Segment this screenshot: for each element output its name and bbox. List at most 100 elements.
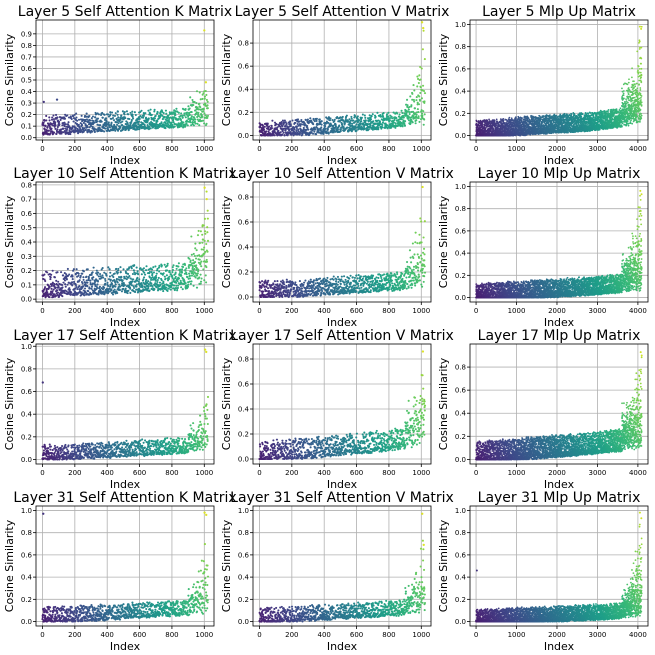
- data-point: [346, 126, 349, 129]
- data-point: [181, 116, 184, 119]
- data-point: [42, 133, 45, 136]
- data-point: [279, 131, 282, 134]
- data-point: [295, 125, 299, 128]
- data-point: [270, 127, 273, 130]
- data-point: [54, 127, 57, 130]
- data-point: [103, 113, 106, 116]
- data-point: [164, 127, 167, 130]
- data-point: [416, 75, 419, 78]
- data-point: [310, 131, 313, 134]
- data-point: [417, 103, 421, 106]
- data-point: [202, 108, 205, 111]
- data-point: [194, 122, 197, 125]
- data-point: [203, 95, 206, 98]
- subplot-1: 0 200 400 600 800 10000.00.10.20.30.40.50.60.…: [3, 4, 232, 167]
- data-point: [61, 131, 64, 134]
- data-point: [329, 117, 332, 120]
- data-point: [306, 118, 309, 121]
- data-point: [195, 90, 199, 93]
- data-point: [93, 130, 96, 134]
- data-point: [88, 114, 91, 118]
- data-point: [80, 124, 84, 127]
- data-point: [45, 119, 48, 122]
- data-point: [132, 117, 135, 120]
- data-point: [106, 126, 109, 129]
- data-point: [50, 127, 53, 130]
- x-tick-label: 800: [382, 145, 395, 153]
- data-point: [70, 117, 73, 121]
- data-point: [177, 111, 180, 114]
- y-tick-label: 0.3: [21, 100, 32, 108]
- y-tick-label: 0.2: [21, 111, 32, 119]
- data-point: [58, 123, 61, 126]
- data-point: [163, 115, 166, 118]
- data-point: [313, 120, 316, 123]
- data-point: [196, 122, 199, 125]
- data-point: [342, 126, 345, 129]
- data-point: [495, 118, 498, 121]
- data-point: [190, 115, 193, 118]
- data-point: [205, 93, 208, 97]
- data-point: [174, 112, 177, 115]
- data-point: [112, 114, 115, 117]
- data-point: [361, 113, 364, 116]
- data-point: [77, 118, 81, 121]
- data-point: [387, 111, 390, 114]
- data-point: [192, 124, 195, 127]
- data-point: [420, 97, 423, 100]
- data-point: [88, 126, 91, 129]
- data-point: [271, 119, 274, 122]
- data-point: [52, 118, 56, 121]
- data-point: [423, 100, 426, 103]
- data-point: [403, 122, 406, 125]
- data-point: [71, 127, 74, 130]
- data-point: [62, 127, 65, 130]
- data-point: [198, 124, 201, 127]
- data-point: [421, 112, 424, 115]
- data-point: [370, 115, 373, 118]
- data-point: [159, 115, 162, 118]
- data-point: [119, 126, 122, 129]
- outlier-point: [203, 29, 206, 32]
- data-point: [153, 108, 156, 111]
- scatter-points: [475, 25, 643, 137]
- data-point: [124, 117, 127, 120]
- data-point: [349, 122, 352, 125]
- data-point: [101, 116, 104, 119]
- data-point: [307, 121, 311, 124]
- y-tick-label: 0.1: [21, 123, 32, 131]
- data-point: [171, 112, 174, 115]
- data-point: [415, 119, 418, 122]
- data-point: [47, 129, 50, 132]
- data-point: [396, 112, 399, 115]
- data-point: [72, 120, 75, 123]
- data-point: [83, 127, 86, 130]
- data-point: [406, 110, 410, 113]
- data-point: [401, 125, 404, 128]
- data-point: [109, 111, 112, 114]
- data-point: [121, 120, 124, 123]
- data-point: [182, 121, 185, 124]
- data-point: [60, 128, 63, 131]
- data-point: [206, 114, 210, 117]
- data-point: [93, 121, 96, 124]
- data-point: [350, 115, 353, 118]
- data-point: [306, 124, 309, 128]
- data-point: [206, 116, 209, 119]
- data-point: [360, 116, 363, 119]
- data-point: [395, 117, 398, 120]
- data-point: [283, 119, 286, 122]
- data-point: [334, 125, 338, 129]
- data-point: [111, 116, 115, 120]
- data-point: [355, 123, 358, 126]
- outlier-point: [420, 21, 424, 24]
- data-point: [394, 122, 397, 125]
- data-point: [77, 123, 80, 126]
- data-point: [194, 118, 197, 121]
- data-point: [192, 103, 195, 107]
- data-point: [205, 98, 208, 101]
- data-point: [313, 130, 316, 133]
- data-point: [105, 120, 108, 124]
- data-point: [96, 120, 99, 123]
- data-point: [376, 111, 379, 114]
